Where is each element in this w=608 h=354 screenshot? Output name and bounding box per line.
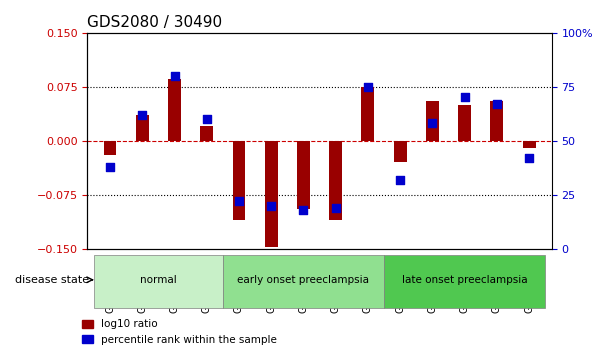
Point [492,101,502,107]
Point [170,73,179,79]
Bar [394,141,407,162]
Bar [264,141,278,247]
Point [299,207,308,213]
Bar [330,141,342,220]
Text: disease state: disease state [15,275,89,285]
FancyBboxPatch shape [94,255,223,308]
Point [137,112,147,118]
Point [105,164,115,170]
Bar [103,141,117,155]
Text: late onset preeclampsia: late onset preeclampsia [402,275,527,285]
Point [202,116,212,122]
Point [363,84,373,90]
Bar [426,101,439,141]
Bar [232,141,246,220]
Bar [362,87,375,141]
Bar [200,126,213,141]
Legend: log10 ratio, percentile rank within the sample: log10 ratio, percentile rank within the … [78,315,281,349]
Point [460,95,469,100]
FancyBboxPatch shape [223,255,384,308]
Text: early onset preeclampsia: early onset preeclampsia [238,275,370,285]
Bar [297,141,310,209]
Bar [491,101,503,141]
Point [234,199,244,204]
Point [266,203,276,209]
Text: GDS2080 / 30490: GDS2080 / 30490 [88,15,223,30]
Bar [136,115,149,141]
Bar [168,79,181,141]
Bar [458,105,471,141]
Point [331,205,340,211]
Point [427,121,437,126]
Point [524,155,534,161]
Bar [523,141,536,148]
Point [395,177,405,182]
Text: normal: normal [140,275,177,285]
FancyBboxPatch shape [384,255,545,308]
